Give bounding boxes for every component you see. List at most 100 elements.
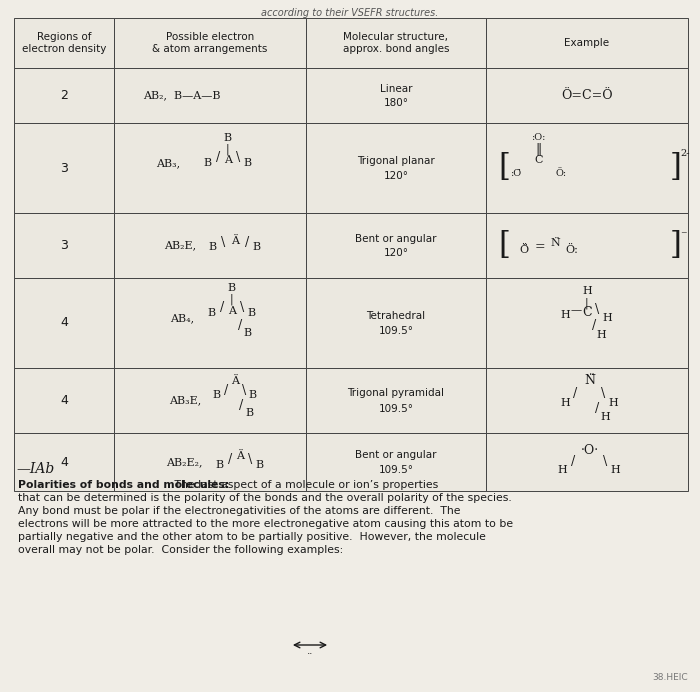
Text: 2: 2 (60, 89, 68, 102)
Bar (486, 123, 688, 213)
Text: /: / (573, 387, 577, 400)
Text: \: \ (241, 384, 246, 397)
Text: |: | (585, 298, 589, 309)
Bar (114, 213, 306, 278)
Text: /: / (595, 402, 599, 415)
Text: Regions of
electron density: Regions of electron density (22, 33, 106, 54)
Text: ·O·: ·O· (581, 444, 599, 457)
Text: /: / (238, 318, 242, 331)
Text: that can be determined is the polarity of the bonds and the overall polarity of : that can be determined is the polarity o… (18, 493, 512, 503)
Text: Ö=C=Ö: Ö=C=Ö (561, 89, 612, 102)
Text: Trigonal planar: Trigonal planar (357, 156, 435, 166)
Text: partially negative and the other atom to be partially positive.  However, the mo: partially negative and the other atom to… (18, 532, 486, 542)
Text: B: B (256, 460, 264, 470)
Text: Ä: Ä (231, 376, 239, 385)
Text: /: / (228, 453, 232, 466)
Bar (14, 68, 114, 123)
Text: |: | (226, 143, 230, 155)
Text: H: H (582, 286, 591, 296)
Bar (306, 68, 486, 123)
Bar (306, 368, 486, 433)
Text: Any bond must be polar if the electronegativities of the atoms are different.  T: Any bond must be polar if the electroneg… (18, 506, 461, 516)
Text: Molecular structure,
approx. bond angles: Molecular structure, approx. bond angles (342, 33, 449, 54)
Text: 4: 4 (60, 455, 68, 468)
Bar (306, 18, 486, 68)
Text: |: | (230, 293, 234, 304)
Bar (114, 368, 306, 433)
Text: H: H (560, 397, 570, 408)
Text: Ö:: Ö: (566, 244, 578, 255)
Text: H: H (608, 397, 618, 408)
Text: B: B (209, 242, 217, 253)
Text: /: / (220, 302, 224, 314)
Text: AB₃E,: AB₃E, (169, 396, 201, 406)
Text: Bent or angular: Bent or angular (355, 233, 437, 244)
Text: B: B (244, 328, 252, 338)
Bar (306, 433, 486, 491)
Text: [: [ (499, 152, 511, 183)
Text: 3: 3 (60, 161, 68, 174)
Text: B: B (246, 408, 254, 419)
Text: 4: 4 (60, 316, 68, 329)
Text: AB₂,  B—A—B: AB₂, B—A—B (143, 91, 220, 100)
Bar (486, 18, 688, 68)
Text: A: A (228, 306, 236, 316)
Bar (14, 368, 114, 433)
Bar (486, 278, 688, 368)
Text: B: B (213, 390, 221, 401)
Text: Ö:: Ö: (555, 168, 566, 178)
Text: AB₂E,: AB₂E, (164, 241, 196, 251)
Bar (486, 368, 688, 433)
Bar (14, 433, 114, 491)
Text: /: / (245, 236, 249, 249)
Text: \: \ (220, 236, 225, 249)
Text: —: — (570, 305, 582, 315)
Text: \: \ (236, 152, 240, 165)
Text: overall may not be polar.  Consider the following examples:: overall may not be polar. Consider the f… (18, 545, 343, 555)
Text: 38.HEIC: 38.HEIC (652, 673, 688, 682)
Text: =: = (535, 240, 545, 253)
Text: \: \ (601, 387, 605, 400)
Text: Ä: Ä (231, 235, 239, 246)
Text: B: B (244, 158, 252, 168)
Text: electrons will be more attracted to the more electronegative atom causing this a: electrons will be more attracted to the … (18, 519, 513, 529)
Text: ]: ] (670, 230, 682, 261)
Text: 109.5°: 109.5° (378, 465, 413, 475)
Text: B: B (253, 242, 261, 253)
Text: C: C (535, 155, 543, 165)
Text: /: / (592, 320, 596, 332)
Text: Ä: Ä (236, 451, 244, 461)
Text: AB₃,: AB₃, (155, 158, 180, 168)
Text: H: H (560, 310, 570, 320)
Text: :O:: :O: (531, 134, 546, 143)
Bar (14, 123, 114, 213)
Bar (14, 278, 114, 368)
Text: H: H (602, 313, 612, 323)
Text: —IAb: —IAb (16, 462, 55, 476)
Text: Bent or angular: Bent or angular (355, 450, 437, 460)
Bar (114, 278, 306, 368)
Text: :Ö: :Ö (511, 168, 522, 178)
Text: B: B (216, 460, 224, 470)
Text: /: / (239, 399, 243, 412)
Text: 109.5°: 109.5° (378, 403, 413, 414)
Text: ⁻: ⁻ (680, 229, 687, 242)
Text: /: / (570, 455, 575, 468)
Text: /: / (216, 152, 220, 165)
Text: Ö̈: Ö̈ (519, 244, 528, 255)
Text: 4: 4 (60, 394, 68, 407)
Text: Linear: Linear (379, 84, 412, 93)
Text: H: H (610, 465, 620, 475)
Text: AB₄,: AB₄, (169, 313, 194, 323)
Text: AB₂E₂,: AB₂E₂, (167, 457, 203, 467)
Text: H: H (596, 330, 605, 340)
Bar (114, 433, 306, 491)
Text: [: [ (499, 230, 511, 261)
Text: C: C (582, 307, 592, 320)
Text: B: B (208, 308, 216, 318)
Text: 109.5°: 109.5° (378, 326, 413, 336)
Bar (486, 213, 688, 278)
Bar (114, 18, 306, 68)
Text: \: \ (248, 453, 252, 466)
Text: A: A (224, 155, 232, 165)
